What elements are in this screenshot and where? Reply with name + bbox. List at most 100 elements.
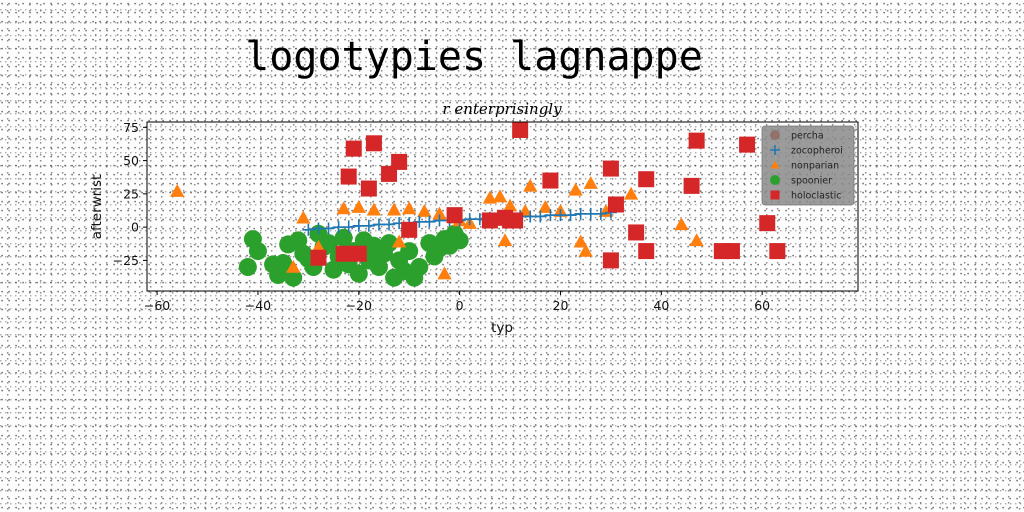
data-point-nonparian <box>583 176 598 189</box>
data-point-nonparian <box>286 259 301 273</box>
data-point-nonparian <box>311 239 326 253</box>
data-point-nonparian <box>437 266 452 280</box>
data-point-zocopheroi <box>574 207 587 220</box>
legend-label-nonparian: nonparian <box>791 161 839 172</box>
y-tick-label: 25 <box>123 186 139 201</box>
data-point-nonparian <box>366 202 382 216</box>
data-point-zocopheroi <box>383 218 396 231</box>
data-point-zocopheroi <box>362 219 375 232</box>
data-point-nonparian <box>351 200 366 213</box>
data-point-holoclastic <box>759 215 776 232</box>
legend-item-nonparian: nonparian <box>770 160 839 172</box>
data-point-zocopheroi <box>302 223 315 236</box>
data-point-nonparian <box>568 182 583 196</box>
data-point-holoclastic <box>602 252 619 269</box>
data-point-zocopheroi <box>433 214 446 227</box>
data-point-holoclastic <box>638 171 655 188</box>
data-point-nonparian <box>417 204 432 217</box>
data-point-zocopheroi <box>594 207 607 220</box>
y-axis-label: afterwrist <box>89 175 105 240</box>
data-point-zocopheroi <box>312 222 325 235</box>
x-tick-label: −20 <box>346 298 372 313</box>
legend: percha zocopheroi nonparian spoonier holocla… <box>761 125 855 206</box>
y-tick-label: 75 <box>123 120 139 135</box>
legend-marker-zocopheroi <box>770 145 780 155</box>
legend-marker-percha <box>770 130 780 140</box>
data-point-nonparian <box>386 202 402 216</box>
data-point-zocopheroi <box>352 219 365 232</box>
legend-label-percha: percha <box>791 131 824 142</box>
data-point-holoclastic <box>335 245 352 262</box>
legend-marker-holoclastic <box>770 190 780 200</box>
data-point-nonparian <box>497 233 513 247</box>
data-point-nonparian <box>492 189 508 203</box>
data-point-zocopheroi <box>564 209 577 222</box>
y-tick-label: −25 <box>113 253 139 268</box>
data-point-nonparian <box>578 243 593 257</box>
data-point-nonparian <box>432 206 447 220</box>
data-point-holoclastic <box>602 160 619 177</box>
data-point-holoclastic <box>688 132 705 149</box>
legend-item-zocopheroi: zocopheroi <box>770 145 843 157</box>
data-point-zocopheroi <box>534 210 547 223</box>
data-point-zocopheroi <box>584 207 597 220</box>
data-point-nonparian <box>674 217 689 231</box>
data-point-nonparian <box>538 200 553 213</box>
data-point-holoclastic <box>638 243 655 260</box>
data-point-holoclastic <box>310 249 327 266</box>
x-tick-label: 60 <box>754 298 770 313</box>
legend-marker-spoonier <box>770 175 780 185</box>
legend-marker-nonparian <box>770 160 780 169</box>
data-point-holoclastic <box>345 140 362 157</box>
legend-box <box>761 125 855 206</box>
data-point-nonparian <box>170 184 185 197</box>
data-point-spoonier <box>410 258 429 277</box>
series-holoclastic <box>310 121 786 269</box>
data-point-zocopheroi <box>423 215 436 228</box>
data-point-holoclastic <box>401 221 418 238</box>
data-point-nonparian <box>296 210 311 224</box>
data-point-holoclastic <box>340 168 357 185</box>
data-point-holoclastic <box>542 172 559 189</box>
data-point-zocopheroi <box>332 221 345 234</box>
data-point-holoclastic <box>769 243 786 260</box>
data-point-holoclastic <box>739 136 756 153</box>
data-point-holoclastic <box>723 243 740 260</box>
data-point-nonparian <box>502 198 518 212</box>
data-point-holoclastic <box>350 245 367 262</box>
data-point-holoclastic <box>365 135 382 152</box>
data-point-zocopheroi <box>554 209 567 222</box>
data-point-spoonier <box>334 228 353 247</box>
data-point-spoonier <box>238 258 257 277</box>
legend-label-zocopheroi: zocopheroi <box>791 146 843 157</box>
data-point-spoonier <box>420 234 439 253</box>
data-point-nonparian <box>482 190 498 204</box>
x-axis: −60 −40 −20 0 20 40 60 <box>144 291 770 313</box>
legend-item-spoonier: spoonier <box>770 175 832 187</box>
data-point-holoclastic <box>683 177 700 194</box>
data-point-zocopheroi <box>322 222 335 235</box>
x-tick-label: −60 <box>144 298 170 313</box>
data-point-spoonier <box>248 242 267 261</box>
data-point-zocopheroi <box>372 218 385 231</box>
data-point-zocopheroi <box>524 210 537 223</box>
x-tick-label: 0 <box>456 298 464 313</box>
data-point-spoonier <box>284 268 303 287</box>
y-tick-label: 0 <box>131 220 139 235</box>
data-point-spoonier <box>319 234 338 253</box>
data-point-holoclastic <box>512 121 529 138</box>
y-axis: −25 0 25 50 75 <box>113 120 147 268</box>
data-point-spoonier <box>349 264 368 283</box>
legend-item-holoclastic: holoclastic <box>770 190 842 202</box>
series-spoonier <box>238 224 469 287</box>
legend-label-holoclastic: holoclastic <box>791 191 842 202</box>
data-point-spoonier <box>269 266 288 285</box>
data-point-holoclastic <box>391 153 408 170</box>
x-tick-label: 20 <box>553 298 569 313</box>
chart-subtitle: r enterprisingly <box>442 100 562 118</box>
x-tick-label: −40 <box>245 298 271 313</box>
data-point-holoclastic <box>628 224 645 241</box>
data-point-zocopheroi <box>463 213 476 226</box>
chart-title: logotypies lagnappe <box>245 34 703 80</box>
